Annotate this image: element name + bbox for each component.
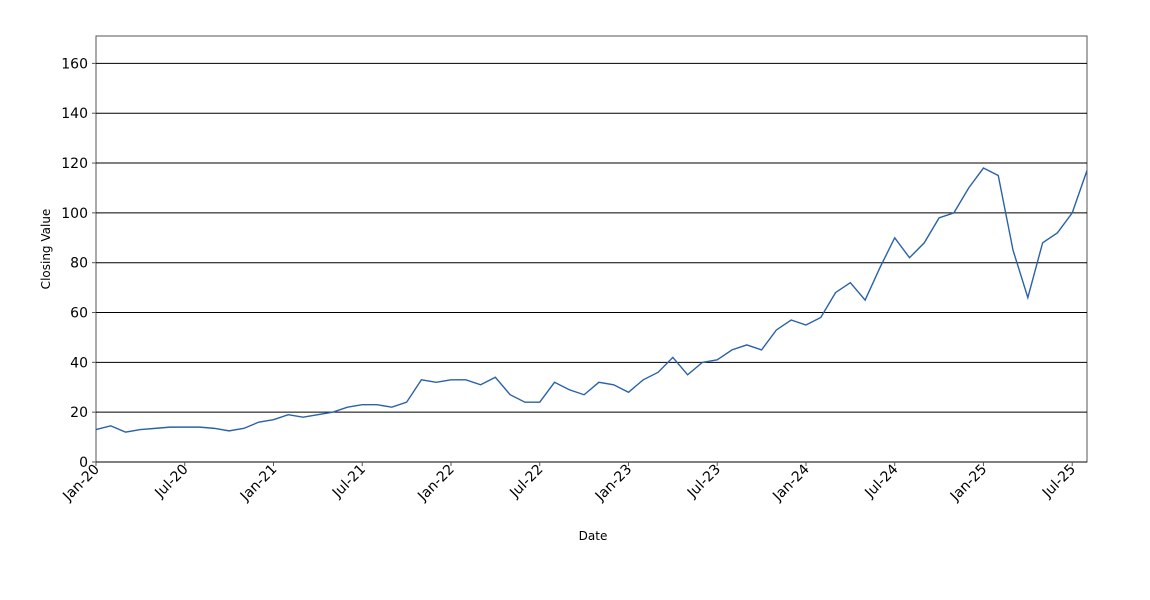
- x-tick-label: Jul-20: [151, 462, 191, 502]
- x-tick-label: Jan-25: [947, 462, 990, 505]
- x-tick-label: Jul-22: [506, 462, 546, 502]
- y-tick-label: 160: [61, 56, 88, 72]
- y-tick-label: 20: [70, 405, 88, 421]
- x-tick-label: Jul-24: [861, 461, 901, 501]
- y-tick-label: 140: [61, 106, 88, 122]
- line: [95, 167, 1088, 433]
- x-tick-label: Jul-23: [684, 462, 724, 502]
- x-tick-label: Jul-21: [329, 462, 369, 502]
- plot-frame: [95, 35, 1088, 463]
- x-axis-label: Date: [579, 529, 608, 543]
- x-tick-label: Jan-21: [237, 462, 280, 505]
- y-tick-label: 100: [61, 206, 88, 222]
- y-tick-label: 80: [70, 256, 88, 272]
- y-tick-label: 0: [79, 455, 88, 471]
- y-axis-label: Closing Value: [39, 209, 53, 290]
- x-tick-label: Jan-23: [592, 462, 635, 505]
- y-tick-label: 40: [70, 355, 88, 371]
- y-tick-label: 120: [61, 156, 88, 172]
- x-tick-label: Jan-22: [414, 462, 457, 505]
- x-tick-label: Jan-24: [769, 461, 813, 505]
- y-tick-label: 60: [70, 306, 88, 322]
- x-tick-label: Jul-25: [1039, 462, 1079, 502]
